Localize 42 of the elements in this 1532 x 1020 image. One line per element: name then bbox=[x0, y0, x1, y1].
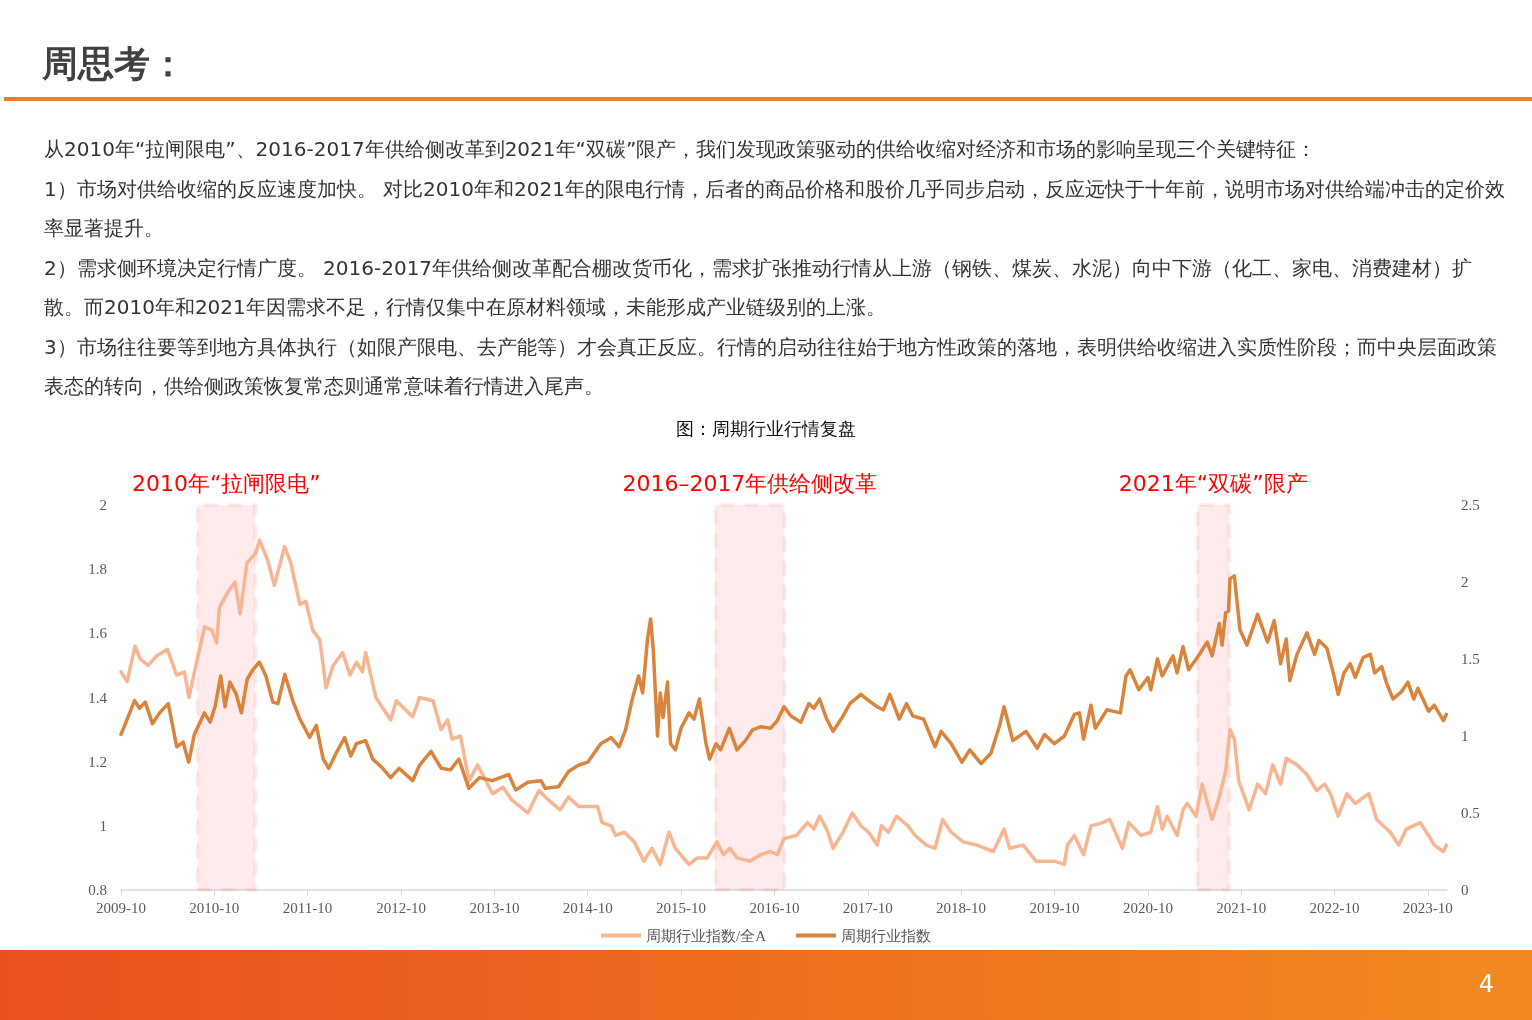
x-tick-label: 2023-10 bbox=[1402, 899, 1453, 916]
text: 3）市场往往要等到地方具体执行（如限产限电、去产能等）才会真正反应。行情的启动往往始于地方性政策的落地，表明供给收缩进入实质性阶段；而中央层面政策表态的转向，供给侧政策恢复常态则通常意味着行情进入尾声。 bbox=[44, 333, 1498, 400]
y-tick-label: 0.8 bbox=[88, 882, 107, 898]
y2-tick-label: 0.5 bbox=[1461, 805, 1480, 821]
line-series bbox=[119, 538, 1448, 867]
x-tick-label: 2021-10 bbox=[1216, 899, 1267, 916]
y2-tick-label: 1 bbox=[1461, 728, 1469, 744]
band-label: 2016–2017年供给侧改革 bbox=[622, 470, 878, 496]
x-tick-label: 2010-10 bbox=[189, 899, 240, 916]
y2-tick-label: 1.5 bbox=[1461, 651, 1480, 667]
y2-tick-label: 2 bbox=[1461, 574, 1469, 590]
text: 4 bbox=[1478, 970, 1494, 998]
chart-title: 图：周期行业行情复盘 bbox=[676, 417, 856, 439]
y-tick-label: 1 bbox=[99, 817, 107, 834]
y2-tick-label: 0 bbox=[1461, 882, 1469, 898]
text: 周思考： bbox=[42, 42, 186, 86]
x-tick-label: 2009-10 bbox=[96, 899, 146, 916]
band-label: 2021年“双碳”限产 bbox=[1118, 470, 1308, 496]
band-label: 2010年“拉闸限电” bbox=[131, 470, 321, 496]
y2-tick-label: 2.5 bbox=[1461, 497, 1480, 513]
x-tick-label: 2019-10 bbox=[1029, 899, 1080, 916]
x-tick-label: 2016-10 bbox=[749, 899, 800, 916]
y-tick-label: 1.4 bbox=[88, 689, 108, 706]
text: 2）需求侧环境决定行情广度。 2016-2017年供给侧改革配合棚改货币化，需求扩张推动行情从上游（钢铁、煤炭、水泥）向中下游（化工、家电、消费建材）扩散。而2010年和2021年因需求不足，行情仅集中在原材料领域，未能形成产业链级别的上涨。 bbox=[44, 254, 1474, 321]
text: 1）市场对供给收缩的反应速度加快。 对比2010年和2021年的限电行情，后者的商品价格和股价几乎同步启动，反应远快于十年前，说明市场对供给端冲击的定价效率显著提升。 bbox=[44, 175, 1506, 242]
x-tick-label: 2017-10 bbox=[842, 899, 893, 916]
y-tick-label: 1.2 bbox=[88, 753, 107, 770]
x-tick-label: 2015-10 bbox=[656, 899, 706, 916]
x-tick-label: 2013-10 bbox=[469, 899, 520, 916]
y-tick-label: 2 bbox=[99, 497, 107, 513]
x-tick-label: 2022-10 bbox=[1309, 899, 1360, 916]
x-tick-label: 2018-10 bbox=[936, 899, 987, 916]
line-series bbox=[119, 574, 1448, 792]
x-tick-label: 2012-10 bbox=[376, 899, 427, 916]
legend-label: 周期行业指数 bbox=[841, 927, 931, 944]
text: 从2010年“拉闸限电”、2016-2017年供给侧改革到2021年“双碳”限产，我们发现政策驱动的供给收缩对经济和市场的影响呈现三个关键特征： bbox=[44, 136, 1318, 163]
y-tick-label: 1.8 bbox=[88, 561, 107, 578]
x-tick-label: 2014-10 bbox=[562, 899, 613, 916]
x-tick-label: 2011-10 bbox=[282, 899, 333, 916]
x-tick-label: 2020-10 bbox=[1122, 899, 1173, 916]
y-tick-label: 1.6 bbox=[88, 625, 108, 642]
legend-label: 周期行业指数/全A bbox=[646, 927, 767, 944]
